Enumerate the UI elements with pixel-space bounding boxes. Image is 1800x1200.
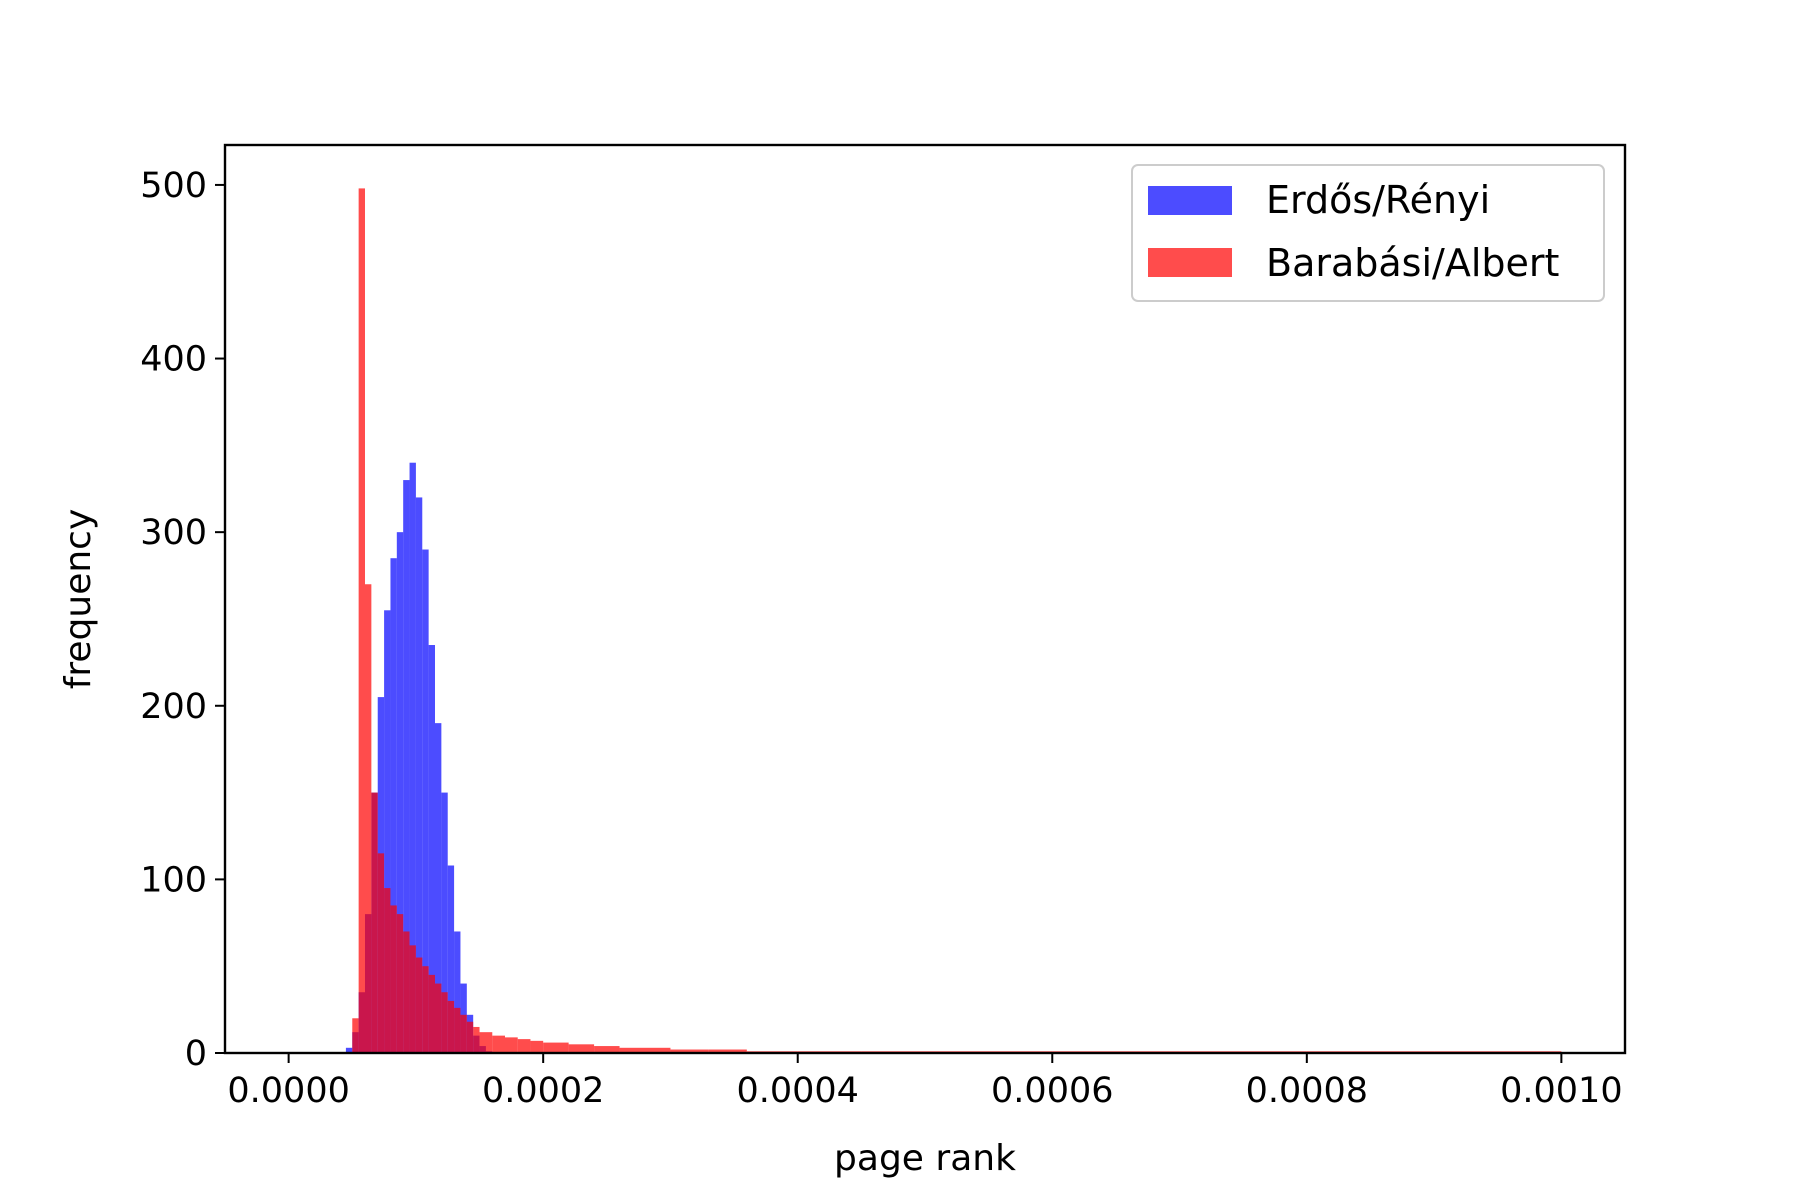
histogram-bar <box>435 983 442 1053</box>
histogram-bar <box>479 1032 493 1053</box>
histogram-bar <box>403 480 410 1053</box>
histogram-bar <box>422 966 429 1053</box>
histogram-bar <box>428 974 435 1053</box>
histogram-bar <box>543 1042 569 1053</box>
y-axis: 0 100 200 300 400 500 <box>140 166 225 1074</box>
x-axis-label: page rank <box>834 1138 1016 1179</box>
histogram-bar <box>447 865 455 1053</box>
y-tick-label: 500 <box>140 166 207 206</box>
x-tick-label: 0.0000 <box>227 1071 349 1111</box>
histogram-bar <box>670 1049 709 1053</box>
x-tick-label: 0.0002 <box>482 1071 604 1111</box>
histogram-bar <box>396 914 404 1053</box>
x-axis: 0.0000 0.0002 0.0004 0.0006 0.0008 0.0010 <box>227 1053 1623 1111</box>
histogram-bar <box>473 1026 480 1053</box>
histogram-bar <box>422 549 429 1053</box>
histogram-bar <box>517 1039 531 1053</box>
y-tick-label: 200 <box>140 687 207 727</box>
histogram-bar <box>371 792 378 1053</box>
plot-frame <box>223 143 1627 1055</box>
bars-layer <box>345 188 1562 1054</box>
legend-label-barabasi-albert: Barabási/Albert <box>1266 241 1559 285</box>
y-tick-label: 400 <box>140 340 207 380</box>
histogram-bar <box>492 1035 505 1053</box>
histogram-bar <box>594 1046 620 1053</box>
histogram-bar <box>403 931 410 1053</box>
histogram-bar <box>435 723 442 1053</box>
histogram-bar <box>530 1040 544 1053</box>
y-axis-label: frequency <box>58 509 99 690</box>
histogram-bar <box>409 945 416 1053</box>
histogram-bar <box>415 497 423 1054</box>
histogram-bar <box>390 558 397 1053</box>
histogram-bar <box>447 1000 455 1053</box>
x-tick-label: 0.0006 <box>991 1071 1113 1111</box>
y-tick-label: 0 <box>185 1034 207 1074</box>
x-tick-label: 0.0010 <box>1500 1071 1622 1111</box>
histogram-bar <box>358 188 365 1053</box>
histogram-bar <box>454 1007 461 1053</box>
histogram-bar <box>441 992 448 1053</box>
histogram-bar <box>352 1018 359 1053</box>
histogram-bar <box>345 1047 353 1053</box>
histogram-bar <box>415 957 423 1053</box>
x-tick-label: 0.0004 <box>736 1071 858 1111</box>
legend-swatch-erdos-renyi <box>1148 186 1232 215</box>
histogram-bar <box>428 645 435 1053</box>
histogram-bar <box>460 1014 467 1053</box>
histogram-bar <box>454 931 461 1053</box>
histogram-bar <box>409 462 416 1053</box>
histogram-bar <box>365 584 372 1053</box>
legend-label-erdos-renyi: Erdős/Rényi <box>1266 178 1490 222</box>
histogram-bar <box>377 853 385 1053</box>
histogram-bar <box>708 1049 747 1053</box>
histogram-bar <box>505 1037 518 1053</box>
y-tick-label: 300 <box>140 513 207 553</box>
histogram-bar <box>384 888 391 1053</box>
legend-frame <box>1131 164 1605 302</box>
histogram-bar <box>441 792 448 1053</box>
histogram-bar <box>619 1047 645 1053</box>
legend-swatch-barabasi-albert <box>1148 248 1232 277</box>
histogram-bar <box>384 610 391 1053</box>
x-tick-label: 0.0008 <box>1246 1071 1368 1111</box>
histogram-bar <box>396 532 404 1053</box>
histogram-bar <box>466 1021 474 1053</box>
legend: Erdős/Rényi Barabási/Albert <box>1131 164 1605 302</box>
histogram-bar <box>568 1044 595 1053</box>
histogram-bar <box>390 905 397 1053</box>
histogram-bar <box>645 1047 671 1053</box>
y-tick-label: 100 <box>140 860 207 900</box>
